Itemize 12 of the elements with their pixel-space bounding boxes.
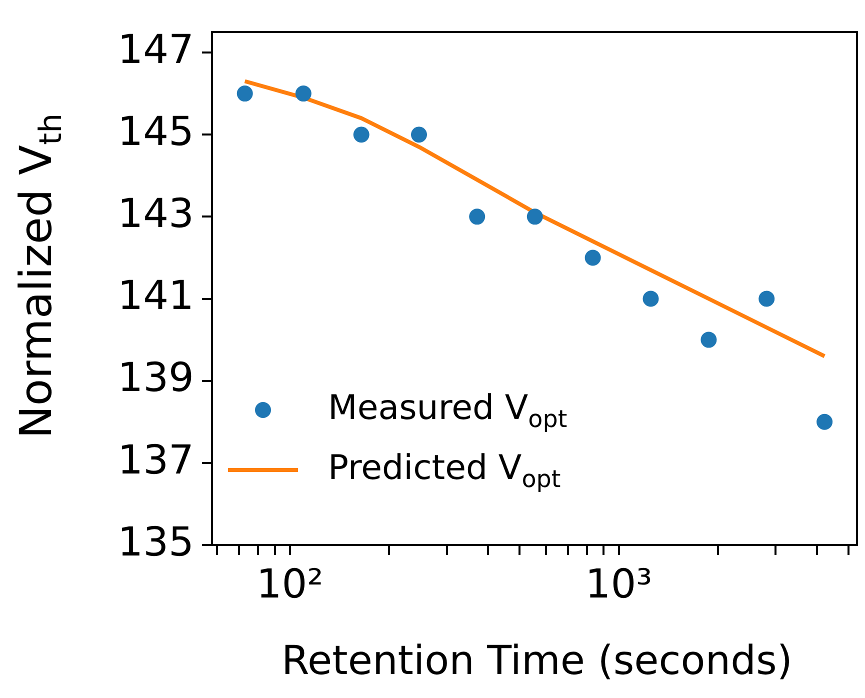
x-tick-label: 10³ — [585, 561, 652, 608]
legend-label: Predicted V$_{opt}$ — [328, 448, 561, 492]
legend-label: Measured V$_{opt}$ — [328, 388, 568, 432]
x-axis-title: Retention Time (seconds) — [280, 638, 794, 684]
x-tick-label: 10² — [256, 561, 324, 608]
y-tick-label: 143 — [118, 191, 194, 238]
y-tick-label: 141 — [118, 273, 194, 320]
y-tick-label: 145 — [118, 108, 194, 155]
y-tick-label: 135 — [118, 519, 194, 566]
y-tick-label: 139 — [118, 355, 194, 402]
y-tick-label: 147 — [118, 26, 194, 73]
y-tick-label: 137 — [118, 437, 194, 484]
